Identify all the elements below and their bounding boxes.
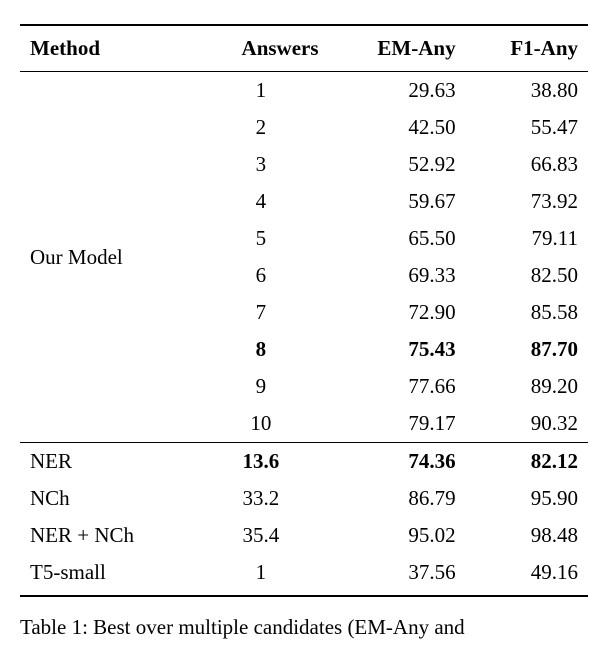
em-cell: 77.66	[329, 368, 466, 405]
answers-cell: 33.2	[193, 480, 328, 517]
answers-cell: 10	[193, 405, 328, 443]
results-table: Method Answers EM-Any F1-Any Our Model12…	[20, 24, 588, 597]
header-row: Method Answers EM-Any F1-Any	[20, 25, 588, 72]
answers-cell: 1	[193, 554, 328, 596]
f1-cell: 73.92	[466, 183, 588, 220]
table-row: NER13.674.3682.12	[20, 443, 588, 481]
em-cell: 37.56	[329, 554, 466, 596]
em-cell: 74.36	[329, 443, 466, 481]
f1-cell: 85.58	[466, 294, 588, 331]
table-row: T5-small137.5649.16	[20, 554, 588, 596]
em-cell: 79.17	[329, 405, 466, 443]
em-cell: 75.43	[329, 331, 466, 368]
em-cell: 95.02	[329, 517, 466, 554]
answers-cell: 2	[193, 109, 328, 146]
table-row: NER + NCh35.495.0298.48	[20, 517, 588, 554]
em-cell: 65.50	[329, 220, 466, 257]
em-cell: 69.33	[329, 257, 466, 294]
em-cell: 86.79	[329, 480, 466, 517]
method-cell: NER	[20, 443, 193, 481]
f1-cell: 89.20	[466, 368, 588, 405]
col-f1-any: F1-Any	[466, 25, 588, 72]
em-cell: 52.92	[329, 146, 466, 183]
f1-cell: 90.32	[466, 405, 588, 443]
answers-cell: 35.4	[193, 517, 328, 554]
method-cell: T5-small	[20, 554, 193, 596]
table-row: NCh33.286.7995.90	[20, 480, 588, 517]
col-em-any: EM-Any	[329, 25, 466, 72]
table-caption: Table 1: Best over multiple candidates (…	[20, 615, 588, 640]
col-method: Method	[20, 25, 193, 72]
f1-cell: 82.50	[466, 257, 588, 294]
em-cell: 72.90	[329, 294, 466, 331]
method-cell: NCh	[20, 480, 193, 517]
answers-cell: 6	[193, 257, 328, 294]
method-cell: NER + NCh	[20, 517, 193, 554]
answers-cell: 1	[193, 72, 328, 110]
answers-cell: 13.6	[193, 443, 328, 481]
f1-cell: 55.47	[466, 109, 588, 146]
answers-cell: 4	[193, 183, 328, 220]
f1-cell: 79.11	[466, 220, 588, 257]
answers-cell: 3	[193, 146, 328, 183]
col-answers: Answers	[193, 25, 328, 72]
f1-cell: 49.16	[466, 554, 588, 596]
answers-cell: 5	[193, 220, 328, 257]
method-cell: Our Model	[20, 72, 193, 443]
em-cell: 42.50	[329, 109, 466, 146]
table-body: Our Model129.6338.80242.5055.47352.9266.…	[20, 72, 588, 597]
f1-cell: 82.12	[466, 443, 588, 481]
em-cell: 29.63	[329, 72, 466, 110]
f1-cell: 66.83	[466, 146, 588, 183]
f1-cell: 87.70	[466, 331, 588, 368]
caption-text: Table 1: Best over multiple candidates (…	[20, 615, 465, 639]
table-row: Our Model129.6338.80	[20, 72, 588, 110]
f1-cell: 38.80	[466, 72, 588, 110]
f1-cell: 98.48	[466, 517, 588, 554]
f1-cell: 95.90	[466, 480, 588, 517]
answers-cell: 9	[193, 368, 328, 405]
answers-cell: 8	[193, 331, 328, 368]
answers-cell: 7	[193, 294, 328, 331]
em-cell: 59.67	[329, 183, 466, 220]
